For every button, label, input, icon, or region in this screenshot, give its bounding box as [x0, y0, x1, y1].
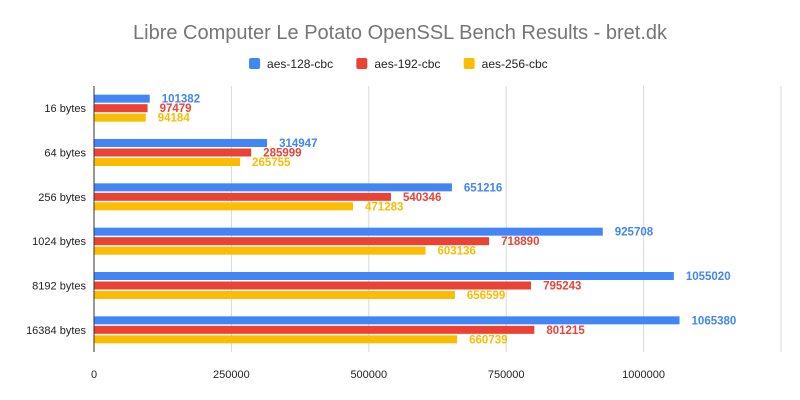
bar-aes-128-cbc-2	[94, 183, 452, 192]
x-tick-label: 250000	[213, 369, 250, 381]
data-label: 1055020	[686, 271, 731, 283]
x-axis-ticks: 0 250000 500000 750000 1000000	[91, 369, 665, 381]
data-label: 656599	[467, 290, 505, 302]
bar-aes-128-cbc-0	[94, 94, 150, 103]
data-label: 718890	[501, 236, 539, 248]
x-tick-label: 500000	[350, 369, 387, 381]
category-label: 256 bytes	[38, 192, 86, 204]
legend-label: aes-128-cbc	[267, 57, 333, 71]
data-label: 471283	[365, 201, 403, 213]
bar-aes-192-cbc-3	[94, 237, 490, 246]
bar-aes-192-cbc-2	[94, 192, 391, 201]
bar-aes-256-cbc-5	[94, 335, 458, 344]
data-label: 651216	[464, 182, 502, 194]
category-label: 16384 bytes	[26, 325, 86, 337]
legend-swatch-aes-256-cbc	[463, 58, 475, 69]
legend-swatch-aes-128-cbc	[249, 58, 261, 69]
legend-swatch-aes-192-cbc	[356, 58, 368, 69]
bar-aes-128-cbc-5	[94, 316, 680, 325]
bar-aes-128-cbc-3	[94, 227, 603, 236]
bars	[94, 94, 680, 344]
data-label: 925708	[615, 227, 654, 239]
data-label: 285999	[263, 148, 301, 160]
data-label: 801215	[546, 325, 585, 337]
x-tick-label: 0	[91, 369, 97, 381]
data-label: 94184	[158, 113, 191, 125]
data-label: 314947	[279, 138, 317, 150]
x-tick-label: 1000000	[622, 369, 665, 381]
bar-aes-256-cbc-1	[94, 158, 241, 166]
data-label: 795243	[543, 281, 581, 293]
data-label: 101382	[162, 94, 200, 106]
bar-aes-192-cbc-0	[94, 104, 148, 113]
legend-label: aes-192-cbc	[374, 57, 440, 71]
data-label: 603136	[437, 246, 475, 258]
bar-aes-256-cbc-3	[94, 246, 426, 255]
bar-aes-192-cbc-5	[94, 325, 535, 334]
data-label: 1065380	[692, 315, 737, 327]
data-label: 540346	[403, 192, 441, 204]
category-label: 64 bytes	[44, 148, 86, 160]
bar-aes-256-cbc-0	[94, 113, 146, 122]
category-label: 8192 bytes	[32, 281, 86, 293]
x-tick-label: 750000	[488, 369, 525, 381]
data-label: 97479	[160, 103, 192, 115]
data-label: 660739	[469, 334, 507, 346]
category-label: 16 bytes	[44, 103, 86, 115]
bar-aes-256-cbc-2	[94, 202, 354, 211]
bar-aes-128-cbc-1	[94, 139, 268, 147]
legend: aes-128-cbc aes-192-cbc aes-256-cbc	[249, 57, 548, 71]
category-label: 1024 bytes	[32, 236, 86, 248]
chart-title: Libre Computer Le Potato OpenSSL Bench R…	[133, 22, 668, 44]
bar-aes-192-cbc-4	[94, 281, 532, 290]
category-labels: 16 bytes 64 bytes 256 bytes 1024 bytes 8192 …	[26, 103, 86, 337]
legend-label: aes-256-cbc	[482, 57, 548, 71]
bar-aes-256-cbc-4	[94, 291, 455, 299]
bar-aes-192-cbc-1	[94, 148, 252, 157]
gridlines	[230, 86, 782, 352]
bar-aes-128-cbc-4	[94, 272, 674, 280]
data-label: 265755	[252, 157, 291, 169]
